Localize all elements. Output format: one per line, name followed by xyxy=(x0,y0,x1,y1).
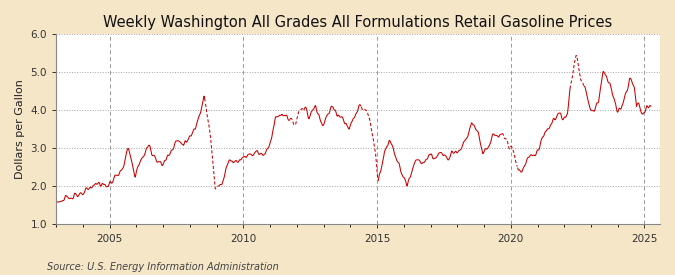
Title: Weekly Washington All Grades All Formulations Retail Gasoline Prices: Weekly Washington All Grades All Formula… xyxy=(103,15,613,30)
Y-axis label: Dollars per Gallon: Dollars per Gallon xyxy=(15,79,25,179)
Text: Source: U.S. Energy Information Administration: Source: U.S. Energy Information Administ… xyxy=(47,262,279,272)
